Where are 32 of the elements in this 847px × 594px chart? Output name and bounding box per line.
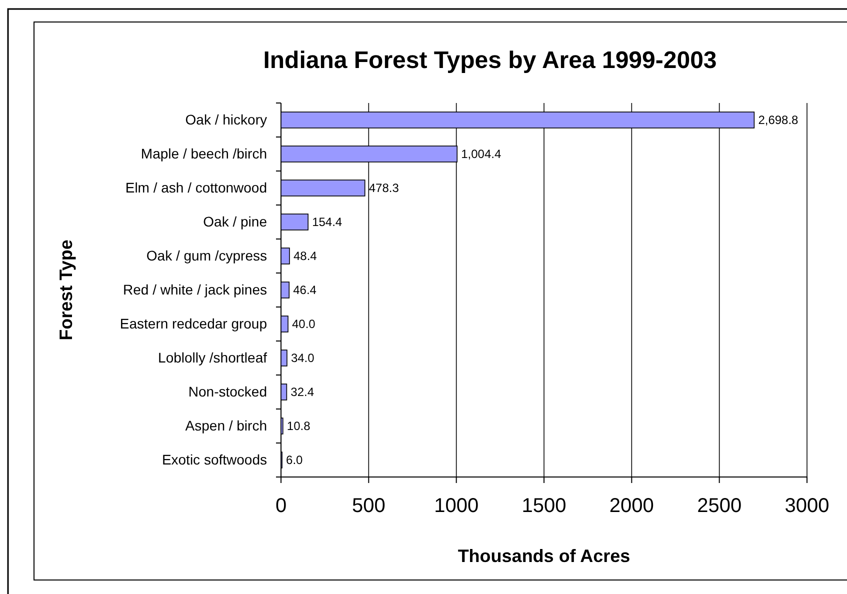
x-tick-label: 2500 xyxy=(697,495,742,517)
y-tick-label: Oak / pine xyxy=(203,213,268,230)
x-tick-label: 0 xyxy=(275,495,287,517)
y-tick-label: Red / white / jack pines xyxy=(123,281,267,298)
y-tick-label: Maple / beech /birch xyxy=(140,145,267,162)
x-tick-label: 500 xyxy=(352,495,386,517)
x-tick-label: 1500 xyxy=(522,495,566,517)
data-label: 1,004.4 xyxy=(461,147,502,162)
data-label: 10.8 xyxy=(286,419,311,434)
y-tick-label: Non-stocked xyxy=(188,383,267,400)
x-tick-label: 2000 xyxy=(609,495,654,517)
x-tick-label: 3000 xyxy=(784,495,830,517)
data-label: 478.3 xyxy=(368,181,400,196)
data-label: 46.4 xyxy=(293,283,317,298)
data-label: 2,698.8 xyxy=(758,113,799,128)
y-tick-label: Exotic softwoods xyxy=(162,451,267,468)
data-label: 40.0 xyxy=(292,317,316,332)
chart-title: Indiana Forest Types by Area 1999-2003 xyxy=(263,47,717,74)
data-label: 34.0 xyxy=(290,351,315,366)
data-label: 154.4 xyxy=(312,215,342,230)
y-tick-label: Elm / ash / cottonwood xyxy=(125,179,267,196)
x-axis-title: Thousands of Acres xyxy=(458,546,630,566)
data-label: 32.4 xyxy=(290,385,314,400)
y-tick-label: Loblolly /shortleaf xyxy=(158,349,268,366)
y-tick-label: Eastern redcedar group xyxy=(120,315,268,332)
y-tick-label: Aspen / birch xyxy=(185,417,267,434)
y-tick-label: Oak / hickory xyxy=(185,111,267,128)
x-tick-label: 1000 xyxy=(434,495,479,517)
y-tick-label: Oak / gum /cypress xyxy=(146,247,267,264)
data-label: 6.0 xyxy=(286,453,304,468)
data-label: 48.4 xyxy=(293,249,318,264)
y-axis-title: Forest Type xyxy=(56,240,76,340)
